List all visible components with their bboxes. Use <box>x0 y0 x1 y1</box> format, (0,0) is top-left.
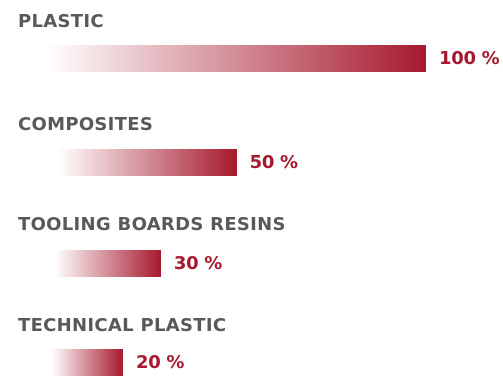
bar <box>58 149 237 176</box>
value-label: 20 % <box>136 352 185 373</box>
value-label: 100 % <box>439 48 500 69</box>
category-label: TOOLING BOARDS RESINS <box>18 214 286 235</box>
bar <box>52 349 123 376</box>
value-label: 50 % <box>249 152 298 173</box>
value-label: 30 % <box>173 253 223 274</box>
bar <box>47 45 426 72</box>
category-label: PLASTIC <box>18 11 104 32</box>
bar <box>55 250 161 277</box>
category-label: TECHNICAL PLASTIC <box>18 315 227 336</box>
category-label: COMPOSITES <box>18 114 154 135</box>
